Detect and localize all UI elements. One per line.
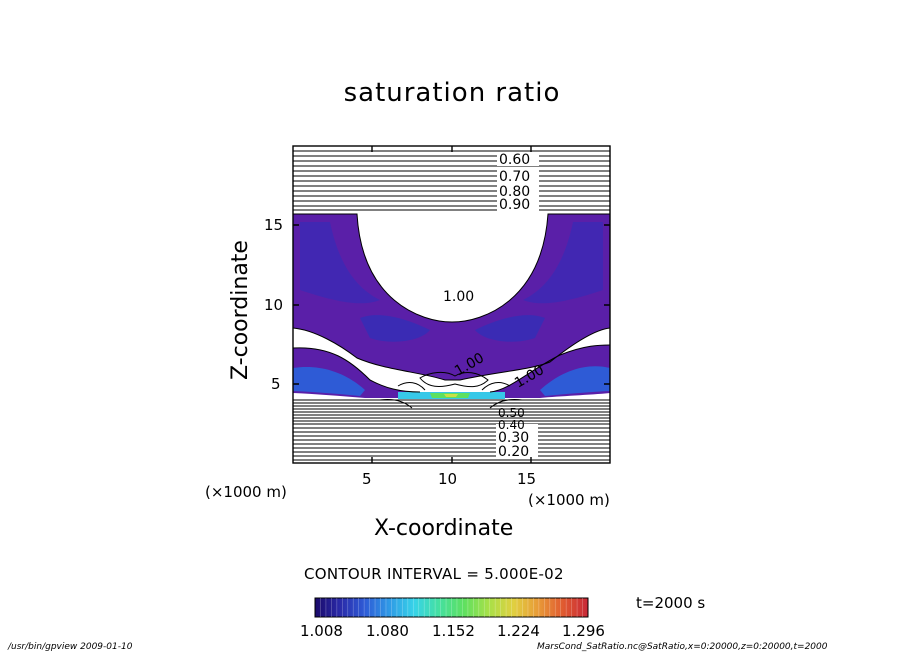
- contour-label: 0.30: [498, 430, 529, 446]
- colorbar-tick-label: 1.224: [497, 622, 540, 640]
- contour-label: 0.90: [499, 197, 530, 213]
- footer-right-text: MarsCond_SatRatio.nc@SatRatio,x=0:20000,…: [537, 642, 828, 652]
- lower-band-blue: [293, 366, 365, 396]
- plot-frame: [292, 145, 611, 464]
- colorbar-tick-label: 1.296: [562, 622, 605, 640]
- contour-label: 0.60: [499, 152, 530, 168]
- contour-label: 0.80: [499, 184, 530, 200]
- contour-label: 0.40: [498, 418, 525, 432]
- contour-label: 0.20: [498, 444, 529, 460]
- upper-arch-inner: [300, 222, 380, 304]
- y-tick-label: 5: [271, 375, 281, 393]
- chart-title: saturation ratio: [343, 78, 561, 108]
- colorbar-tick-label: 1.080: [366, 622, 409, 640]
- lower-band-fill: [293, 345, 610, 398]
- x-tick-label: 5: [362, 470, 372, 488]
- colorbar-tick-label: 1.152: [432, 622, 475, 640]
- y-tick-label: 15: [264, 216, 284, 234]
- core-yellow: [444, 394, 458, 397]
- z-unit-label: (×1000 m): [205, 483, 287, 501]
- upper-arch-inner-right: [523, 222, 603, 304]
- x-tick-label: 10: [438, 470, 458, 488]
- y-tick-label: 10: [264, 296, 284, 314]
- x-axis-label: X-coordinate: [374, 516, 514, 541]
- y-axis-label: Z-coordinate: [228, 240, 253, 380]
- colorbar-divisions: [320, 598, 583, 617]
- colorbar: [314, 597, 589, 618]
- x-tick-label: 15: [517, 470, 537, 488]
- contour-label: 1.00: [443, 289, 474, 305]
- footer-left-text: /usr/bin/gpview 2009-01-10: [8, 642, 133, 652]
- contour-lines: [293, 150, 610, 461]
- mid-blob-right: [475, 315, 545, 342]
- contour-label-group: 0.60 0.70 0.80 0.90 1.00 1.00 1.00 0.50 …: [441, 152, 547, 460]
- time-label: t=2000 s: [636, 594, 706, 612]
- contour-label: 0.70: [499, 169, 530, 185]
- lower-band-blue-right: [540, 366, 610, 396]
- x-unit-label: (×1000 m): [528, 491, 610, 509]
- mid-blob-left: [360, 315, 430, 342]
- contour-label: 0.50: [498, 406, 525, 420]
- contour-interval-text: CONTOUR INTERVAL = 5.000E-02: [304, 565, 564, 583]
- colorbar-tick-label: 1.008: [300, 622, 343, 640]
- supersaturated-region: [293, 214, 610, 399]
